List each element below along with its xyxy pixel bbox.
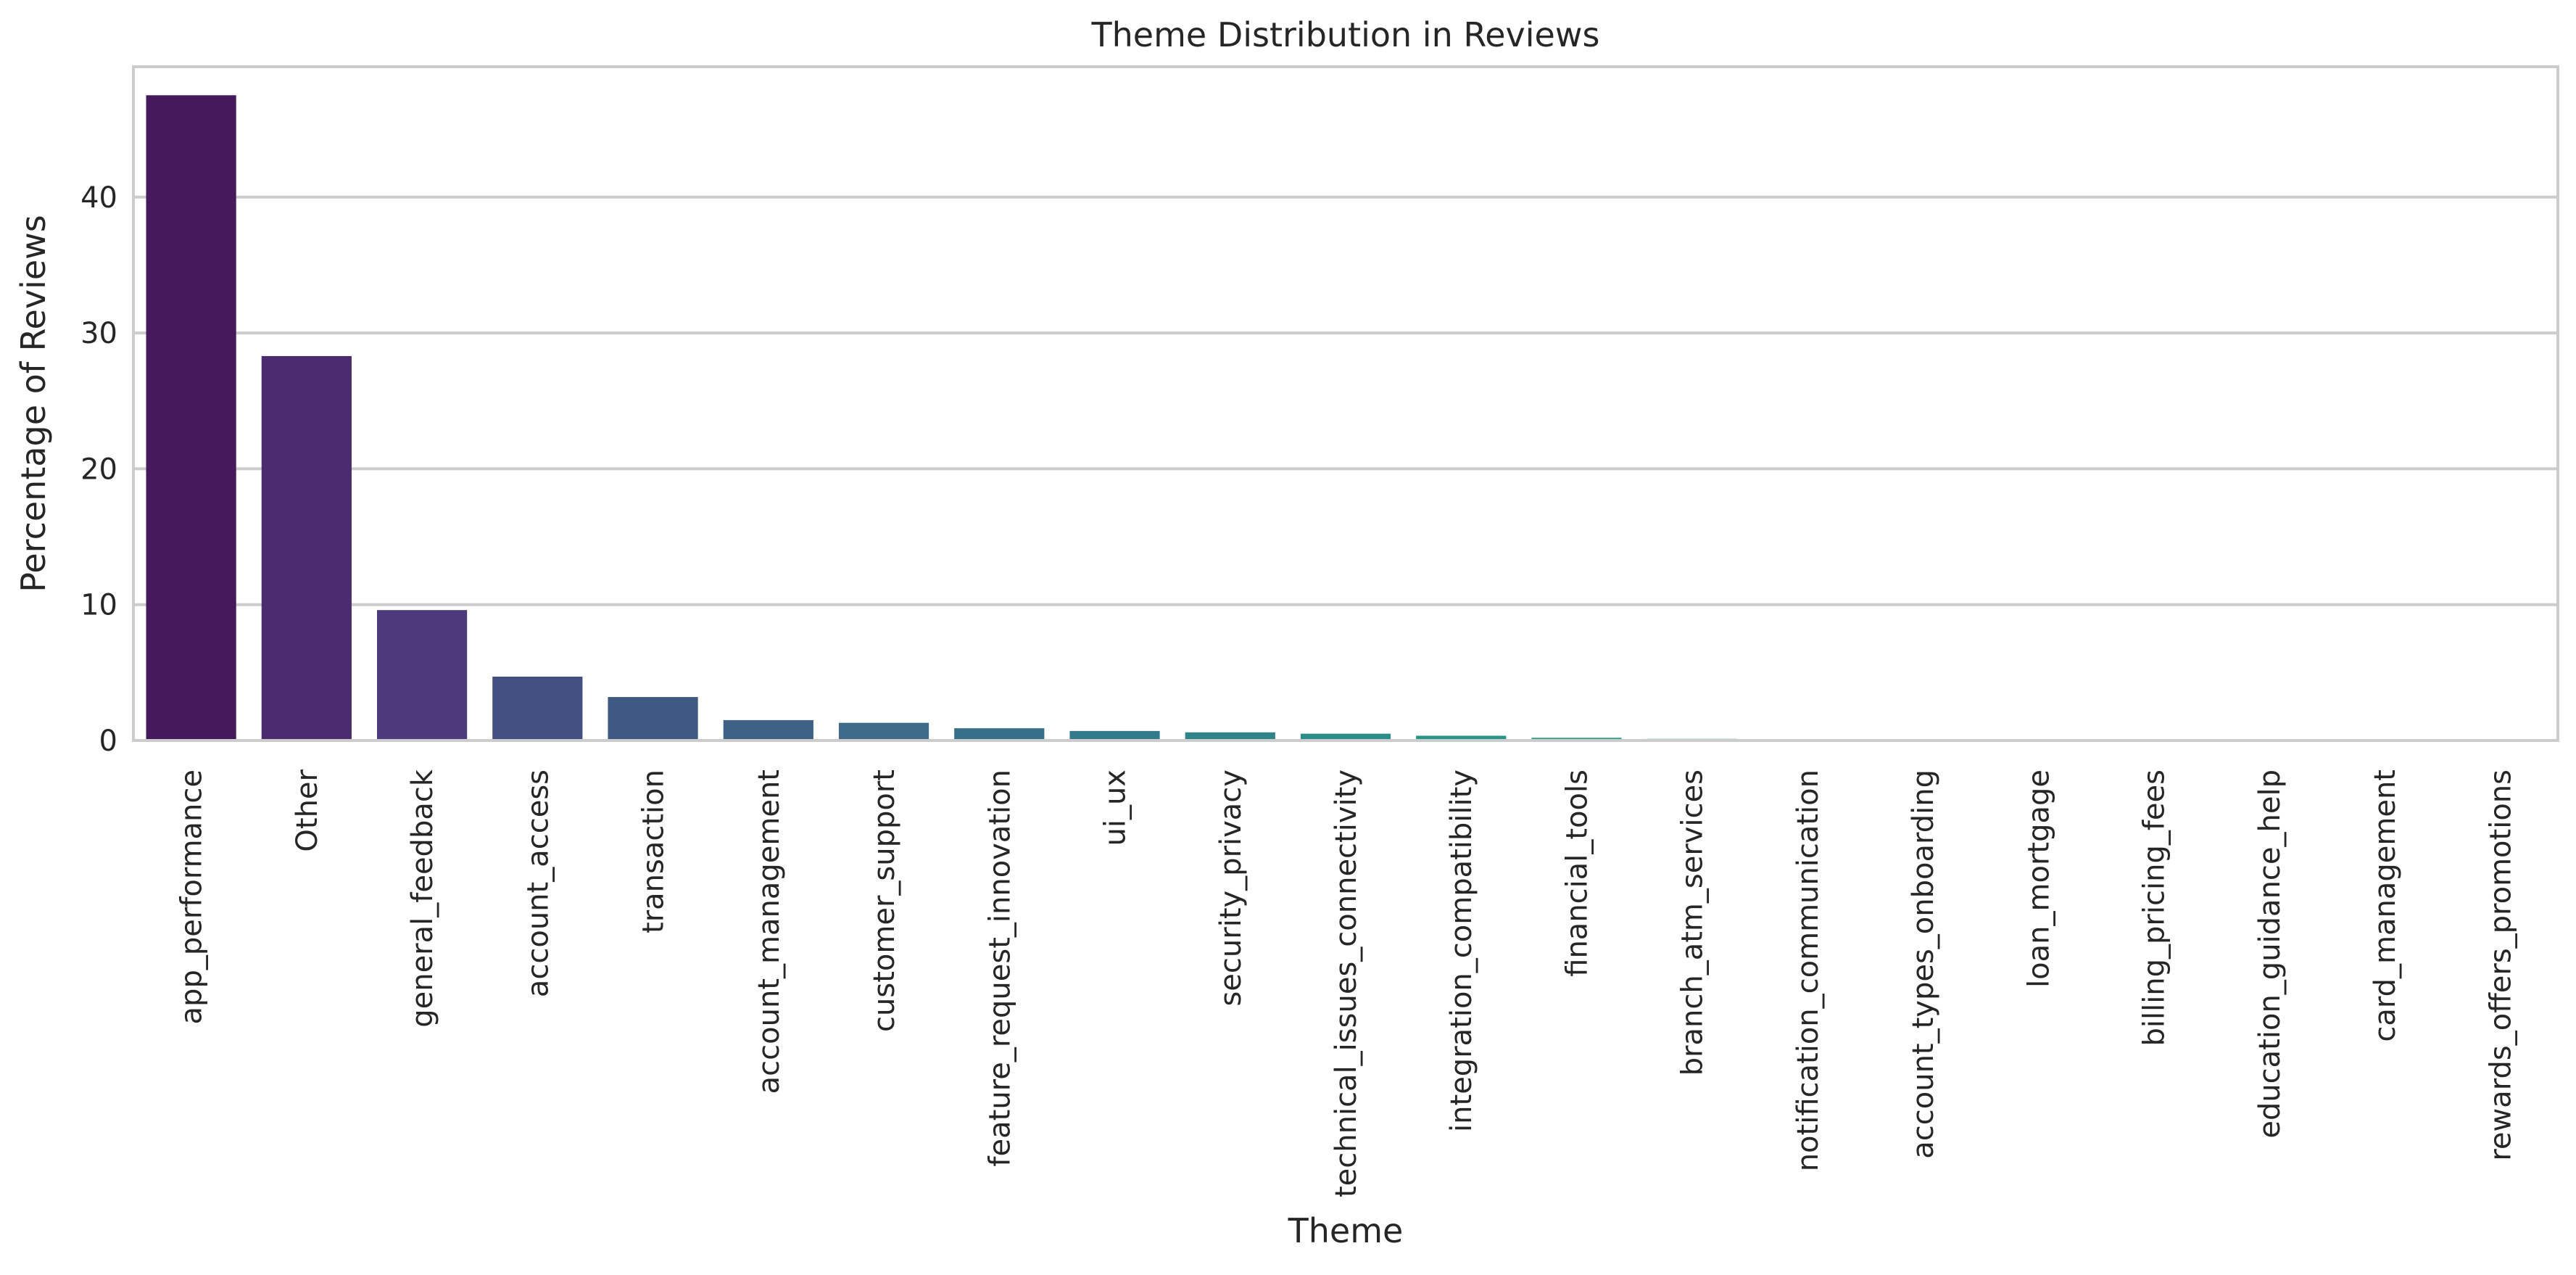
y-tick-label: 30 (80, 317, 117, 350)
bar-customer-support (839, 723, 929, 740)
x-tick-label: Other (291, 769, 324, 851)
x-tick-label: card_management (2369, 769, 2402, 1042)
bar-feature-request-innovation (954, 728, 1044, 740)
x-tick-label: education_guidance_help (2253, 769, 2287, 1139)
bar-account-access (492, 677, 582, 740)
chart-title: Theme Distribution in Reviews (1091, 15, 1600, 54)
x-tick-label: transaction (637, 769, 671, 933)
y-tick-label: 10 (80, 589, 117, 622)
x-tick-label: customer_support (868, 769, 901, 1032)
bar-other (262, 356, 352, 740)
bar-account-management (724, 720, 813, 740)
x-tick-label: security_privacy (1214, 769, 1248, 1007)
x-tick-label: notification_communication (1792, 769, 1825, 1171)
x-tick-label: general_feedback (406, 769, 439, 1028)
x-tick-label: loan_mortgage (2022, 769, 2055, 988)
x-tick-label: rewards_offers_promotions (2484, 769, 2517, 1161)
x-tick-label: ui_ux (1099, 769, 1132, 846)
x-tick-label: account_types_onboarding (1907, 769, 1940, 1159)
x-tick-label: billing_pricing_fees (2138, 769, 2171, 1047)
x-tick-label: account_access (521, 769, 555, 997)
x-tick-label: integration_compatibility (1445, 769, 1478, 1132)
x-tick-label: app_performance (175, 769, 209, 1024)
x-tick-label: technical_issues_connectivity (1330, 769, 1363, 1197)
x-tick-label: account_management (753, 769, 786, 1094)
bar-general-feedback (377, 610, 467, 740)
bar-transaction (608, 697, 697, 740)
bar-app-performance (146, 95, 236, 740)
x-tick-label: branch_atm_services (1676, 769, 1710, 1076)
x-tick-label: financial_tools (1560, 769, 1594, 977)
y-axis-label: Percentage of Reviews (14, 215, 53, 592)
x-axis-label: Theme (1288, 1211, 1404, 1250)
y-tick-label: 20 (80, 453, 117, 486)
y-tick-label: 0 (99, 725, 117, 758)
y-tick-label: 40 (80, 181, 117, 215)
x-tick-label: feature_request_innovation (983, 769, 1016, 1167)
